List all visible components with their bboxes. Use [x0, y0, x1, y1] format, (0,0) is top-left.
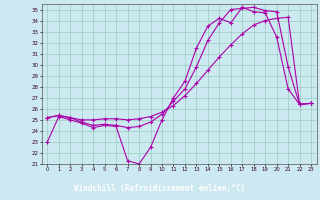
- Text: Windchill (Refroidissement éolien,°C): Windchill (Refroidissement éolien,°C): [75, 184, 245, 193]
